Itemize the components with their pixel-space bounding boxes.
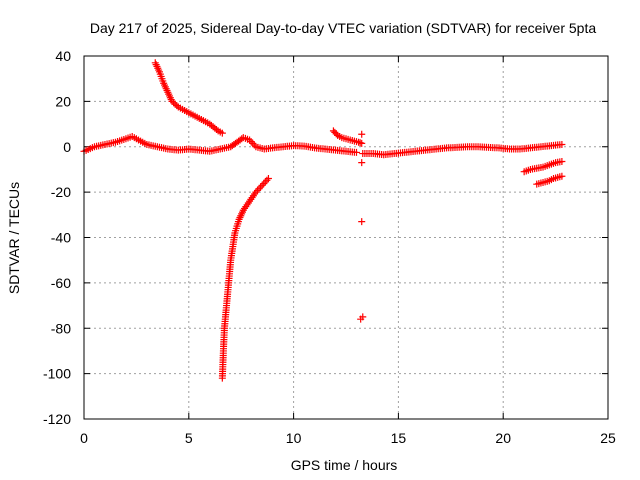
series-upper-decay [151, 59, 226, 137]
y-tick-label: 40 [55, 48, 71, 64]
data-point [352, 148, 360, 156]
y-tick-label: 0 [63, 139, 71, 155]
x-tick-label: 15 [391, 430, 407, 446]
y-tick-label: -120 [43, 411, 71, 427]
data-point [212, 126, 220, 134]
series-main-band [80, 133, 360, 156]
series-lower-recovery [218, 175, 272, 382]
y-tick-label: 20 [55, 93, 71, 109]
series-late-arc-1 [520, 157, 566, 176]
data-point [358, 159, 366, 167]
data-point [558, 157, 566, 165]
y-axis-label: SDTVAR / TECUs [6, 182, 22, 294]
y-tick-label: -20 [51, 184, 71, 200]
x-tick-label: 0 [80, 430, 88, 446]
y-tick-label: -60 [51, 275, 71, 291]
axis-ticks: 40 20 0 -20 -40 -60 -80 -100 -120 0 5 10 15 20 25 [43, 48, 616, 446]
data-point [358, 139, 366, 147]
chart-title: Day 217 of 2025, Sidereal Day-to-day VTE… [90, 20, 597, 36]
data-point [247, 138, 255, 146]
data-point [358, 130, 366, 138]
x-tick-label: 25 [600, 430, 616, 446]
grid [84, 56, 608, 419]
data-point [263, 176, 271, 184]
data-point [357, 315, 365, 323]
y-tick-label: -40 [51, 230, 71, 246]
data-point [264, 175, 272, 183]
series-afternoon-arc [329, 127, 366, 147]
data-point [261, 178, 269, 186]
data-point [558, 140, 566, 148]
data-point [258, 181, 266, 189]
data-point [249, 139, 257, 147]
x-axis-label: GPS time / hours [291, 457, 398, 473]
y-tick-label: -100 [43, 366, 71, 382]
data-point [252, 188, 260, 196]
plot-frame [83, 55, 609, 420]
y-tick-label: -80 [51, 320, 71, 336]
data-point [257, 183, 265, 191]
data-point [255, 185, 263, 193]
data-points [80, 59, 566, 382]
data-point [218, 129, 226, 137]
data-point [358, 218, 366, 226]
data-point [558, 172, 566, 180]
x-tick-label: 20 [495, 430, 511, 446]
series-main-band-right [359, 140, 566, 159]
data-point [260, 180, 268, 188]
series-late-arc-2 [533, 172, 566, 188]
data-point [173, 102, 181, 110]
series-outliers [357, 130, 367, 323]
data-point [250, 141, 258, 149]
x-tick-label: 10 [286, 430, 302, 446]
data-point [246, 136, 254, 144]
x-tick-label: 5 [185, 430, 193, 446]
data-point [253, 186, 261, 194]
